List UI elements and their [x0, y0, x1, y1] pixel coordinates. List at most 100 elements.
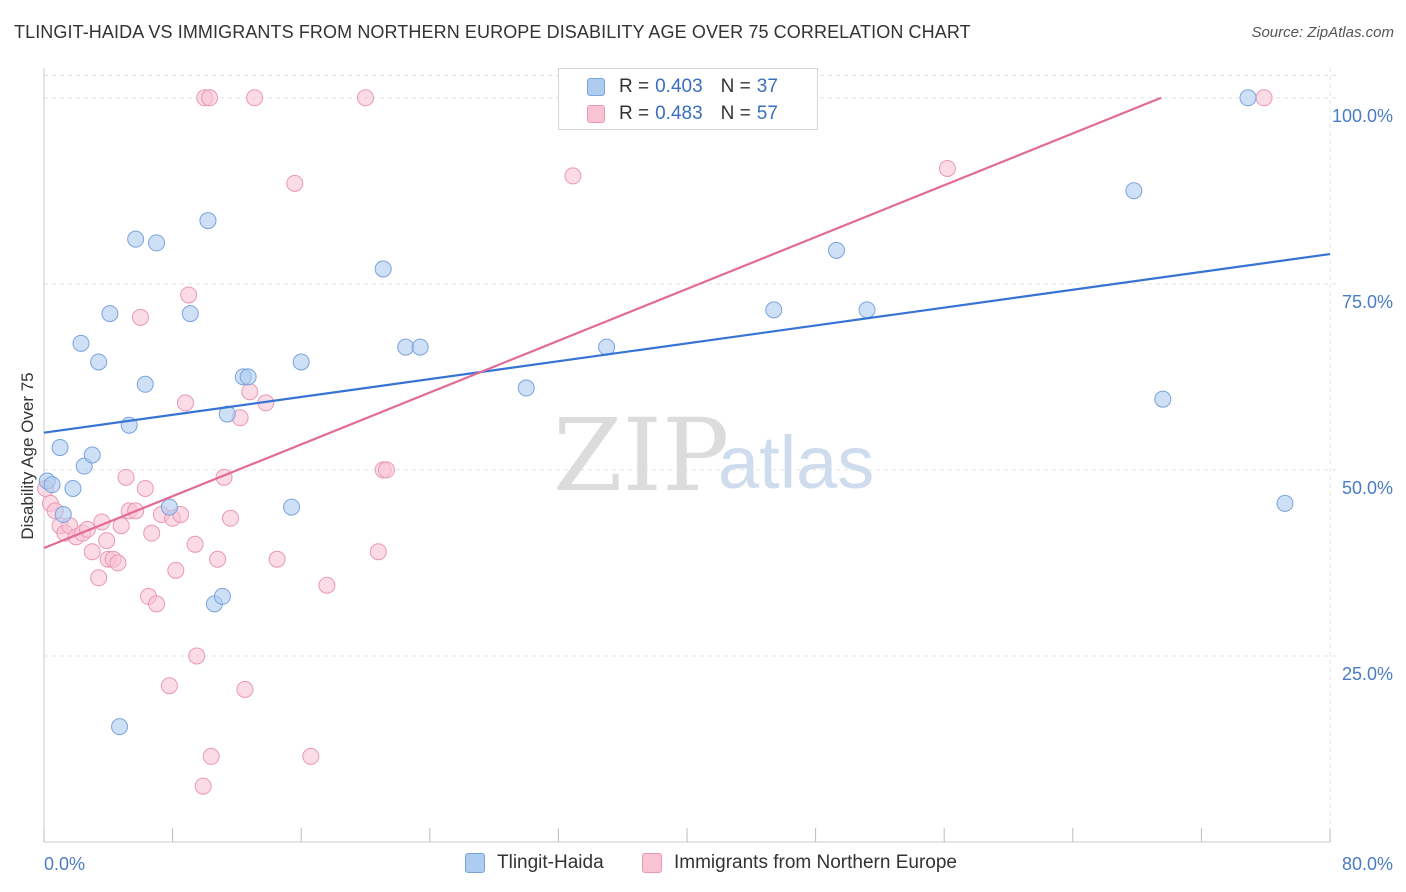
point-tlingit-haida [136, 375, 154, 393]
point-tlingit-haida [397, 338, 415, 356]
y-tick-label: 75.0% [1342, 292, 1393, 312]
point-tlingit-haida [72, 334, 90, 352]
series-immigrants-northern-europe [37, 89, 1273, 795]
trend-line-tlingit-haida [43, 252, 1331, 434]
legend-r-label: R = [619, 103, 650, 124]
legend-r-value: 0.403 [655, 76, 703, 97]
y-tick-label: 25.0% [1342, 664, 1393, 684]
point-immigrants [241, 383, 259, 401]
point-tlingit-haida [858, 301, 876, 319]
point-immigrants [188, 647, 206, 665]
point-immigrants [318, 576, 336, 594]
watermark: ZIP atlas [553, 397, 874, 514]
point-immigrants [369, 543, 387, 561]
legend-row-tlingit-haida: R = 0.403 N = 37 [587, 75, 778, 99]
point-immigrants [302, 747, 320, 765]
y-tick-label: 50.0% [1342, 478, 1393, 498]
trend-lines [43, 96, 1331, 550]
point-immigrants [176, 394, 194, 412]
point-tlingit-haida [199, 212, 217, 230]
point-immigrants [246, 89, 264, 107]
point-tlingit-haida [411, 338, 429, 356]
point-immigrants [136, 479, 154, 497]
point-immigrants [194, 777, 212, 795]
point-tlingit-haida [111, 718, 129, 736]
point-immigrants [268, 550, 286, 568]
grid-lines [44, 68, 1338, 842]
point-tlingit-haida [827, 241, 845, 259]
point-tlingit-haida [292, 353, 310, 371]
x-tick-max: 80.0% [1342, 854, 1393, 874]
point-tlingit-haida [160, 498, 178, 516]
series-legend: Tlingit-Haida Immigrants from Northern E… [0, 850, 1406, 878]
legend-swatch-blue [587, 78, 605, 96]
point-tlingit-haida [90, 353, 108, 371]
point-immigrants [564, 167, 582, 185]
point-tlingit-haida [1154, 390, 1172, 408]
point-immigrants [148, 595, 166, 613]
point-tlingit-haida [1125, 182, 1143, 200]
point-immigrants [938, 159, 956, 177]
y-tick-labels: 25.0% 50.0% 75.0% 100.0% [1332, 106, 1393, 684]
trend-line-immigrants [43, 96, 1162, 550]
point-immigrants [1255, 89, 1273, 107]
point-tlingit-haida [148, 234, 166, 252]
point-tlingit-haida [765, 301, 783, 319]
y-tick-label: 100.0% [1332, 106, 1393, 126]
point-immigrants [90, 569, 108, 587]
point-tlingit-haida [181, 305, 199, 323]
point-tlingit-haida [374, 260, 392, 278]
point-immigrants [180, 286, 198, 304]
legend-row-immigrants: R = 0.483 N = 57 [587, 102, 778, 126]
point-immigrants [286, 174, 304, 192]
point-immigrants [202, 747, 220, 765]
legend-r-label: R = [619, 76, 650, 97]
legend-n-value: 57 [756, 103, 778, 124]
point-tlingit-haida [283, 498, 301, 516]
point-tlingit-haida [239, 368, 257, 386]
series-tlingit-haida [38, 89, 1294, 736]
point-tlingit-haida [127, 230, 145, 248]
point-immigrants [377, 461, 395, 479]
point-tlingit-haida [83, 446, 101, 464]
legend-swatch-pink [587, 105, 605, 123]
point-tlingit-haida [218, 405, 236, 423]
legend-item-tlingit-haida: Tlingit-Haida [465, 852, 604, 874]
point-tlingit-haida [51, 439, 69, 457]
axes [43, 68, 1331, 843]
point-tlingit-haida [64, 479, 82, 497]
point-immigrants [143, 524, 161, 542]
legend-n-label: N = [720, 76, 751, 97]
legend-item-label: Tlingit-Haida [497, 852, 604, 873]
y-axis-label: Disability Age Over 75 [18, 372, 37, 539]
point-immigrants [357, 89, 374, 107]
point-tlingit-haida [1276, 494, 1294, 512]
point-immigrants [131, 308, 149, 326]
point-immigrants [98, 532, 116, 550]
point-immigrants [236, 680, 254, 698]
legend-n-label: N = [720, 103, 751, 124]
source-credit: Source: ZipAtlas.com [1251, 24, 1394, 41]
legend-n-value: 37 [756, 76, 778, 97]
point-tlingit-haida [54, 506, 72, 524]
point-immigrants [109, 554, 127, 572]
point-tlingit-haida [517, 379, 535, 397]
chart-title: TLINGIT-HAIDA VS IMMIGRANTS FROM NORTHER… [14, 22, 971, 42]
point-immigrants [83, 543, 101, 561]
legend-swatch-blue [465, 853, 485, 873]
point-tlingit-haida [213, 587, 231, 605]
point-immigrants [221, 509, 239, 527]
point-immigrants [167, 561, 185, 579]
correlation-legend: R = 0.403 N = 37 R = 0.483 N = 57 [558, 68, 818, 130]
legend-item-immigrants: Immigrants from Northern Europe [642, 852, 957, 874]
point-immigrants [186, 535, 204, 553]
watermark-atlas: atlas [718, 421, 874, 504]
point-tlingit-haida [43, 476, 61, 494]
legend-swatch-pink [642, 853, 662, 873]
point-immigrants [160, 677, 178, 695]
point-tlingit-haida [1239, 89, 1257, 107]
x-tick-min: 0.0% [44, 854, 85, 874]
legend-r-value: 0.483 [655, 103, 703, 124]
point-immigrants [209, 550, 227, 568]
